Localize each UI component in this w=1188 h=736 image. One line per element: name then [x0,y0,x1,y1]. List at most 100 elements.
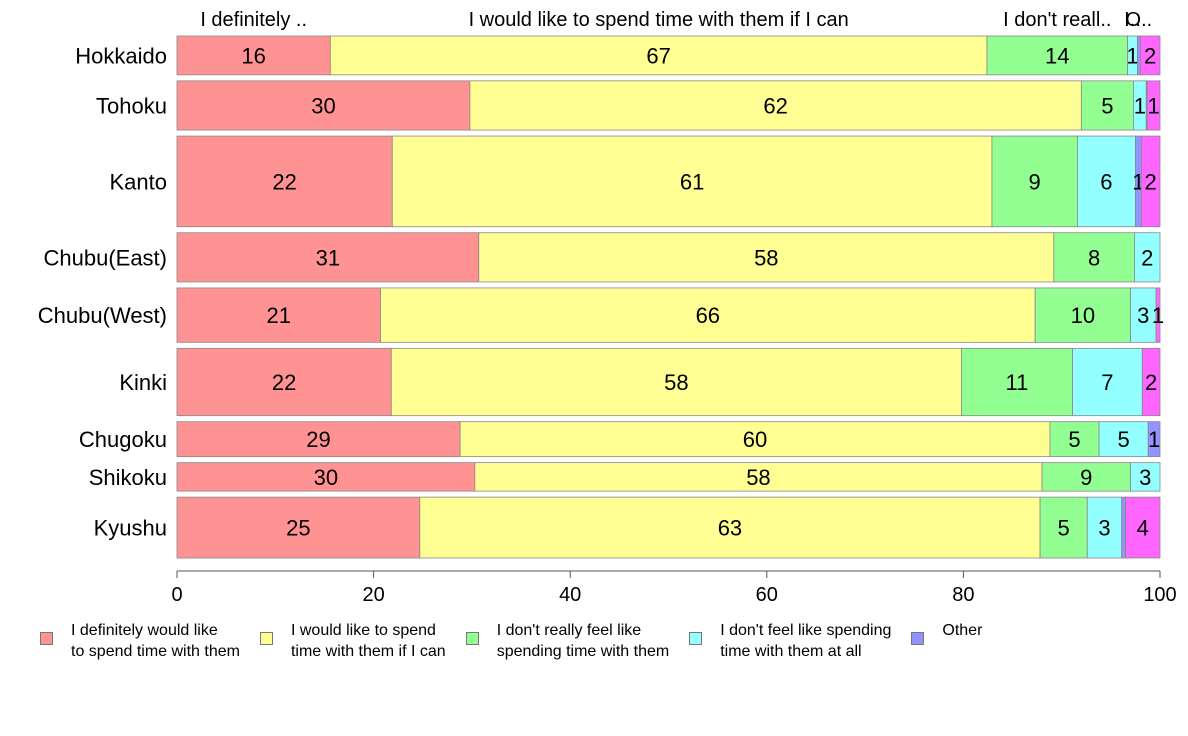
data-label: 22 [272,370,296,395]
data-label: 8 [1088,245,1100,270]
bar-segment [1146,80,1161,131]
data-label: 10 [1071,303,1095,328]
data-label: 9 [1029,169,1041,194]
bar-segment [1049,421,1100,458]
bar-segment [1130,287,1157,343]
legend-item: I don't feel like spending time with the… [689,620,891,662]
bar-segment [390,347,962,417]
data-label: 5 [1058,516,1070,541]
data-label: 25 [286,516,310,541]
bar-segment [1086,496,1123,559]
data-label: 66 [696,303,720,328]
bar-segment [1072,347,1143,417]
data-label: 5 [1068,427,1080,452]
data-label: 2 [1141,245,1153,270]
bar-segment [1039,496,1088,559]
bar-segment [961,347,1073,417]
legend-item: I would like to spend time with them if … [259,620,446,662]
data-label: 30 [314,465,338,490]
data-label: 1 [1147,93,1159,118]
x-tick-label: 40 [559,584,581,606]
legend-label: I would like to spend time with them if … [290,622,446,660]
data-label: 30 [311,93,335,118]
bar-segment [176,421,461,458]
data-label: 4 [1137,516,1149,541]
data-label: 5 [1118,427,1130,452]
bar-segment [1098,421,1149,458]
x-tick-label: 0 [171,584,182,606]
bar-segment [1155,287,1161,343]
x-tick-label: 60 [756,584,778,606]
data-label: 31 [316,245,340,270]
bar-segment [176,35,331,76]
x-tick-label: 20 [362,584,384,606]
chart-legend: I definitely would like to spend time wi… [40,620,1002,662]
bar-segment [986,35,1128,76]
category-label: Kanto [110,169,168,194]
legend-swatch [40,632,53,645]
data-label: 7 [1101,370,1113,395]
bar-segment [1125,496,1161,559]
legend-swatch [259,632,273,645]
series-top-label: I.. [1124,9,1141,31]
category-label: Hokkaido [75,43,167,68]
bar-segment [1053,232,1135,283]
bar-segment [1077,135,1136,228]
bar-segment [1141,347,1161,417]
bar-segment [176,287,381,343]
legend-swatch [689,632,703,645]
bar-segment [1134,232,1161,283]
legend-item: I don't really feel like spending time w… [465,620,670,662]
data-label: 5 [1101,93,1113,118]
data-label: 58 [754,245,778,270]
bar-segment [991,135,1078,228]
data-label: 22 [272,169,296,194]
legend-label: I don't really feel like spending time w… [496,622,670,660]
data-label: 1 [1148,427,1160,452]
category-label: Tohoku [96,93,167,118]
x-tick-label: 80 [952,584,974,606]
data-label: 14 [1045,43,1069,68]
bar-segment [1041,462,1131,492]
category-label: Kyushu [94,516,167,541]
data-label: 61 [680,169,704,194]
legend-label: I definitely would like to spend time wi… [71,622,240,660]
bar-segment [176,496,421,559]
bar-segment [1130,462,1161,492]
legend-swatch [465,632,479,645]
bar-segment [176,80,471,131]
data-label: 3 [1137,303,1149,328]
data-label: 16 [241,43,265,68]
data-label: 1 [1152,303,1164,328]
series-top-label: O.. [1126,9,1153,31]
data-label: 67 [646,43,670,68]
series-top-label: I would like to spend time with them if … [469,9,849,31]
data-label: 1 [1126,43,1138,68]
bar-segment [1034,287,1131,343]
bar-segment [176,135,393,228]
data-label: 58 [746,465,770,490]
category-label: Shikoku [89,465,167,490]
legend-item: Other [911,620,982,662]
bar-segment [380,287,1036,343]
data-label: 2 [1144,43,1156,68]
data-label: 2 [1145,169,1157,194]
data-label: 3 [1139,465,1151,490]
series-top-label: I definitely .. [200,9,307,31]
data-label: 6 [1100,169,1112,194]
bar-segment [1140,135,1161,228]
data-label: 3 [1098,516,1110,541]
bar-segment [459,421,1051,458]
category-label: Chugoku [79,427,167,452]
category-label: Kinki [119,370,167,395]
bar-segment [391,135,993,228]
category-label: Chubu(West) [38,303,167,328]
data-label: 9 [1080,465,1092,490]
bar-segment [1121,496,1126,559]
bar-segment [1147,421,1161,458]
data-label: 60 [743,427,767,452]
series-top-label: I don't reall.. [1003,9,1111,31]
legend-swatch [911,632,925,645]
data-label: 62 [763,93,787,118]
legend-label: I don't feel like spending time with the… [720,622,892,660]
